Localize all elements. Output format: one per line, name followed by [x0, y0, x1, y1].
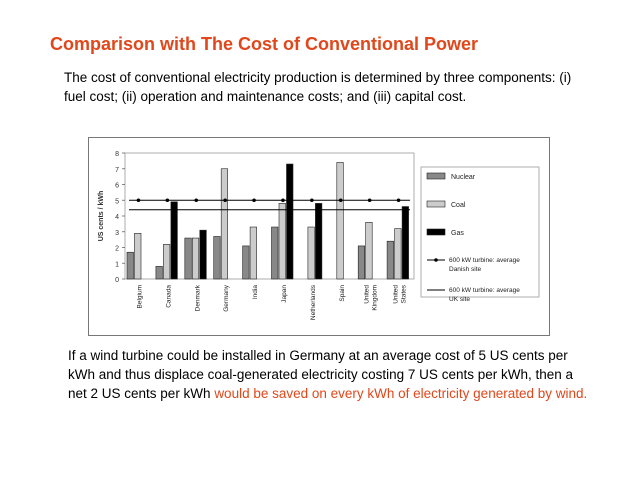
chart-canvas: 0 1 2 3 4 5 6 7 8 US cents / kWh Belgium Canada Denm…: [98, 151, 540, 320]
x-category-label: United: [364, 285, 371, 304]
reference-marker: [252, 198, 256, 203]
cost-comparison-chart: 0 1 2 3 4 5 6 7 8 US cents / kWh Belgium Canada Denm…: [88, 137, 550, 336]
x-category-label: Kingdom: [372, 285, 379, 311]
bar-coal: [365, 222, 373, 280]
legend-marker: [434, 258, 438, 262]
y-tick-label: 7: [115, 167, 119, 174]
legend-label: Danish site: [449, 266, 482, 273]
reference-marker: [338, 198, 343, 203]
y-tick-label: 2: [115, 246, 119, 253]
conclusion-text: If a wind turbine could be installed in …: [68, 348, 574, 401]
x-category-label: United: [393, 285, 400, 304]
bar-gas: [315, 203, 323, 280]
x-category-label: India: [252, 285, 259, 299]
legend-swatch: [426, 172, 446, 180]
bar-coal: [163, 244, 171, 280]
slide-title: Comparison with The Cost of Conventional…: [50, 34, 479, 54]
bar-nuclear: [357, 245, 366, 280]
intro-paragraph: The cost of conventional electricity pro…: [64, 70, 572, 104]
conclusion-highlight: would be saved on every kWh of electrici…: [214, 386, 588, 401]
legend-swatch: [426, 228, 446, 236]
bar-gas: [170, 201, 178, 280]
y-axis-label: US cents / kWh: [98, 191, 105, 242]
bar-coal: [192, 237, 200, 280]
bar-gas: [401, 206, 409, 280]
bar-nuclear: [242, 245, 250, 280]
bar-gas: [286, 163, 294, 280]
x-category-label: States: [401, 284, 408, 303]
x-category-label: Denmark: [194, 284, 201, 311]
legend-label: 600 kW turbine: average: [449, 287, 520, 294]
reference-marker: [367, 198, 372, 203]
bar-coal: [394, 228, 402, 280]
legend-label: UK site: [449, 296, 470, 303]
y-tick-label: 6: [115, 183, 119, 190]
y-tick-label: 0: [115, 277, 119, 284]
bar-coal: [249, 226, 257, 280]
reference-marker: [136, 198, 141, 203]
reference-marker: [165, 198, 170, 203]
bar-nuclear: [271, 226, 279, 280]
bar-coal: [134, 233, 142, 280]
bar-coal: [278, 203, 286, 280]
reference-marker: [194, 198, 199, 203]
legend-label: 600 kW turbine: average: [449, 257, 520, 264]
y-tick-label: 5: [115, 198, 119, 205]
legend-label: Nuclear: [451, 174, 476, 181]
reference-marker: [396, 198, 401, 203]
reference-marker: [310, 198, 314, 203]
bar-coal: [336, 162, 344, 280]
legend-swatch: [426, 200, 446, 208]
x-category-label: Netherlands: [310, 284, 317, 320]
x-category-label: Canada: [165, 285, 172, 308]
conclusion-paragraph: If a wind turbine could be installed in …: [68, 346, 588, 403]
bar-nuclear: [184, 237, 192, 280]
bar-nuclear: [155, 266, 163, 280]
y-tick-label: 4: [115, 214, 119, 221]
y-tick-label: 8: [115, 151, 119, 158]
bar-coal: [220, 168, 228, 280]
reference-marker: [223, 198, 227, 203]
x-category-label: Belgium: [136, 285, 143, 308]
bar-gas: [199, 229, 207, 280]
y-tick-label: 3: [115, 230, 119, 237]
bar-nuclear: [126, 251, 134, 280]
bar-nuclear: [213, 236, 221, 280]
y-tick-label: 1: [115, 261, 119, 268]
reference-marker: [281, 198, 285, 203]
x-category-label: Japan: [281, 285, 288, 303]
legend-label: Gas: [451, 230, 464, 237]
bar-coal: [307, 226, 315, 280]
x-category-label: Spain: [339, 285, 346, 302]
legend-label: Coal: [451, 202, 466, 209]
x-category-label: Germany: [223, 284, 230, 311]
bar-nuclear: [386, 240, 394, 280]
